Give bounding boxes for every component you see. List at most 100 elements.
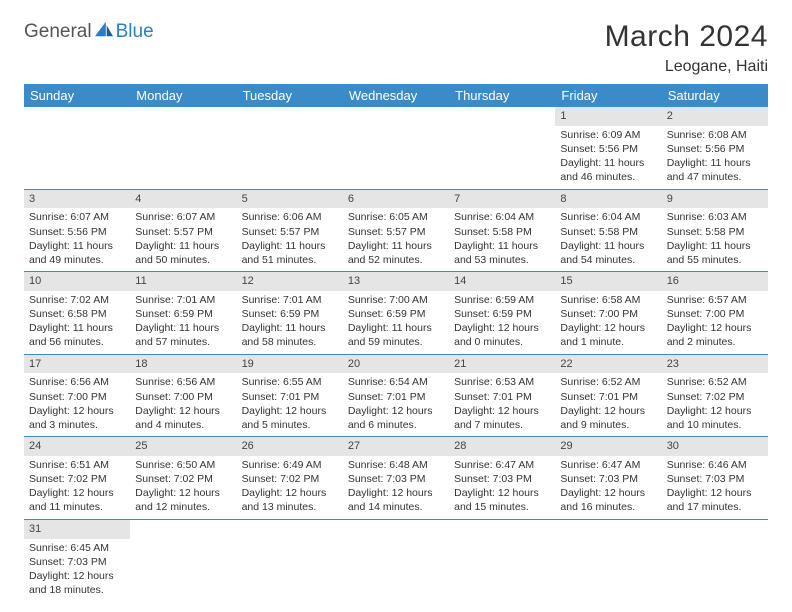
day-number: 26 bbox=[237, 437, 343, 456]
day-number: 15 bbox=[555, 272, 661, 291]
cell-body: Sunrise: 6:05 AMSunset: 5:57 PMDaylight:… bbox=[343, 208, 449, 271]
sunset-text: Sunset: 6:59 PM bbox=[135, 307, 231, 321]
calendar-cell bbox=[343, 519, 449, 601]
calendar-row: 17Sunrise: 6:56 AMSunset: 7:00 PMDayligh… bbox=[24, 354, 768, 437]
cell-body: Sunrise: 6:59 AMSunset: 6:59 PMDaylight:… bbox=[449, 291, 555, 354]
cell-body: Sunrise: 6:50 AMSunset: 7:02 PMDaylight:… bbox=[130, 456, 236, 519]
weekday-header: Wednesday bbox=[343, 84, 449, 107]
sunset-text: Sunset: 5:57 PM bbox=[135, 225, 231, 239]
calendar-cell: 2Sunrise: 6:08 AMSunset: 5:56 PMDaylight… bbox=[662, 107, 768, 189]
calendar-cell: 27Sunrise: 6:48 AMSunset: 7:03 PMDayligh… bbox=[343, 437, 449, 520]
cell-body: Sunrise: 6:06 AMSunset: 5:57 PMDaylight:… bbox=[237, 208, 343, 271]
cell-body: Sunrise: 6:47 AMSunset: 7:03 PMDaylight:… bbox=[449, 456, 555, 519]
daylight-text: Daylight: 12 hours and 17 minutes. bbox=[667, 486, 763, 514]
daylight-text: Daylight: 12 hours and 12 minutes. bbox=[135, 486, 231, 514]
sunset-text: Sunset: 7:00 PM bbox=[560, 307, 656, 321]
calendar-cell bbox=[130, 519, 236, 601]
brand-part1: General bbox=[24, 21, 92, 43]
calendar-cell: 22Sunrise: 6:52 AMSunset: 7:01 PMDayligh… bbox=[555, 354, 661, 437]
day-number: 21 bbox=[449, 355, 555, 374]
calendar-cell: 16Sunrise: 6:57 AMSunset: 7:00 PMDayligh… bbox=[662, 272, 768, 355]
sunrise-text: Sunrise: 6:47 AM bbox=[560, 458, 656, 472]
sunrise-text: Sunrise: 6:07 AM bbox=[29, 210, 125, 224]
sunrise-text: Sunrise: 6:07 AM bbox=[135, 210, 231, 224]
sunset-text: Sunset: 5:58 PM bbox=[454, 225, 550, 239]
sunrise-text: Sunrise: 7:01 AM bbox=[135, 293, 231, 307]
calendar-cell: 20Sunrise: 6:54 AMSunset: 7:01 PMDayligh… bbox=[343, 354, 449, 437]
daylight-text: Daylight: 11 hours and 58 minutes. bbox=[242, 321, 338, 349]
cell-body: Sunrise: 6:03 AMSunset: 5:58 PMDaylight:… bbox=[662, 208, 768, 271]
brand-logo: General Blue bbox=[24, 20, 154, 44]
cell-body: Sunrise: 7:00 AMSunset: 6:59 PMDaylight:… bbox=[343, 291, 449, 354]
day-number: 22 bbox=[555, 355, 661, 374]
weekday-header: Saturday bbox=[662, 84, 768, 107]
sunset-text: Sunset: 7:00 PM bbox=[667, 307, 763, 321]
calendar-cell: 23Sunrise: 6:52 AMSunset: 7:02 PMDayligh… bbox=[662, 354, 768, 437]
sunset-text: Sunset: 5:57 PM bbox=[242, 225, 338, 239]
weekday-row: Sunday Monday Tuesday Wednesday Thursday… bbox=[24, 84, 768, 107]
calendar-cell: 9Sunrise: 6:03 AMSunset: 5:58 PMDaylight… bbox=[662, 189, 768, 272]
sunset-text: Sunset: 6:59 PM bbox=[454, 307, 550, 321]
daylight-text: Daylight: 12 hours and 2 minutes. bbox=[667, 321, 763, 349]
calendar-body: 1Sunrise: 6:09 AMSunset: 5:56 PMDaylight… bbox=[24, 107, 768, 601]
weekday-header: Monday bbox=[130, 84, 236, 107]
calendar-row: 1Sunrise: 6:09 AMSunset: 5:56 PMDaylight… bbox=[24, 107, 768, 189]
daylight-text: Daylight: 11 hours and 54 minutes. bbox=[560, 239, 656, 267]
cell-body: Sunrise: 6:45 AMSunset: 7:03 PMDaylight:… bbox=[24, 539, 130, 602]
daylight-text: Daylight: 11 hours and 51 minutes. bbox=[242, 239, 338, 267]
cell-body: Sunrise: 6:47 AMSunset: 7:03 PMDaylight:… bbox=[555, 456, 661, 519]
day-number: 1 bbox=[555, 107, 661, 126]
day-number: 2 bbox=[662, 107, 768, 126]
cell-body: Sunrise: 6:48 AMSunset: 7:03 PMDaylight:… bbox=[343, 456, 449, 519]
calendar-cell: 21Sunrise: 6:53 AMSunset: 7:01 PMDayligh… bbox=[449, 354, 555, 437]
sunrise-text: Sunrise: 6:08 AM bbox=[667, 128, 763, 142]
sunrise-text: Sunrise: 6:48 AM bbox=[348, 458, 444, 472]
sunrise-text: Sunrise: 6:52 AM bbox=[560, 375, 656, 389]
sunset-text: Sunset: 7:02 PM bbox=[242, 472, 338, 486]
sunset-text: Sunset: 5:58 PM bbox=[667, 225, 763, 239]
daylight-text: Daylight: 12 hours and 14 minutes. bbox=[348, 486, 444, 514]
sunset-text: Sunset: 7:01 PM bbox=[348, 390, 444, 404]
day-number: 17 bbox=[24, 355, 130, 374]
cell-body: Sunrise: 6:57 AMSunset: 7:00 PMDaylight:… bbox=[662, 291, 768, 354]
day-number: 19 bbox=[237, 355, 343, 374]
calendar-cell: 7Sunrise: 6:04 AMSunset: 5:58 PMDaylight… bbox=[449, 189, 555, 272]
calendar-cell bbox=[449, 107, 555, 189]
calendar-cell: 10Sunrise: 7:02 AMSunset: 6:58 PMDayligh… bbox=[24, 272, 130, 355]
sunset-text: Sunset: 6:59 PM bbox=[242, 307, 338, 321]
sunrise-text: Sunrise: 7:00 AM bbox=[348, 293, 444, 307]
daylight-text: Daylight: 11 hours and 47 minutes. bbox=[667, 156, 763, 184]
calendar-cell bbox=[24, 107, 130, 189]
calendar-cell: 5Sunrise: 6:06 AMSunset: 5:57 PMDaylight… bbox=[237, 189, 343, 272]
daylight-text: Daylight: 12 hours and 10 minutes. bbox=[667, 404, 763, 432]
calendar-cell: 13Sunrise: 7:00 AMSunset: 6:59 PMDayligh… bbox=[343, 272, 449, 355]
sunset-text: Sunset: 7:02 PM bbox=[667, 390, 763, 404]
daylight-text: Daylight: 11 hours and 56 minutes. bbox=[29, 321, 125, 349]
calendar-cell: 4Sunrise: 6:07 AMSunset: 5:57 PMDaylight… bbox=[130, 189, 236, 272]
daylight-text: Daylight: 12 hours and 3 minutes. bbox=[29, 404, 125, 432]
calendar-cell bbox=[130, 107, 236, 189]
calendar-cell bbox=[237, 519, 343, 601]
brand-part2: Blue bbox=[116, 21, 154, 43]
calendar-cell bbox=[662, 519, 768, 601]
day-number: 13 bbox=[343, 272, 449, 291]
calendar-cell: 31Sunrise: 6:45 AMSunset: 7:03 PMDayligh… bbox=[24, 519, 130, 601]
sunrise-text: Sunrise: 6:46 AM bbox=[667, 458, 763, 472]
day-number: 8 bbox=[555, 190, 661, 209]
cell-body: Sunrise: 7:01 AMSunset: 6:59 PMDaylight:… bbox=[130, 291, 236, 354]
sunrise-text: Sunrise: 7:01 AM bbox=[242, 293, 338, 307]
sunset-text: Sunset: 5:56 PM bbox=[667, 142, 763, 156]
daylight-text: Daylight: 12 hours and 5 minutes. bbox=[242, 404, 338, 432]
daylight-text: Daylight: 12 hours and 0 minutes. bbox=[454, 321, 550, 349]
sunset-text: Sunset: 7:03 PM bbox=[29, 555, 125, 569]
header: General Blue March 2024 Leogane, Haiti bbox=[24, 20, 768, 76]
day-number: 27 bbox=[343, 437, 449, 456]
cell-body: Sunrise: 6:08 AMSunset: 5:56 PMDaylight:… bbox=[662, 126, 768, 189]
cell-body: Sunrise: 6:55 AMSunset: 7:01 PMDaylight:… bbox=[237, 373, 343, 436]
day-number: 29 bbox=[555, 437, 661, 456]
daylight-text: Daylight: 12 hours and 4 minutes. bbox=[135, 404, 231, 432]
daylight-text: Daylight: 12 hours and 9 minutes. bbox=[560, 404, 656, 432]
daylight-text: Daylight: 11 hours and 53 minutes. bbox=[454, 239, 550, 267]
calendar-cell: 24Sunrise: 6:51 AMSunset: 7:02 PMDayligh… bbox=[24, 437, 130, 520]
sunset-text: Sunset: 7:03 PM bbox=[560, 472, 656, 486]
